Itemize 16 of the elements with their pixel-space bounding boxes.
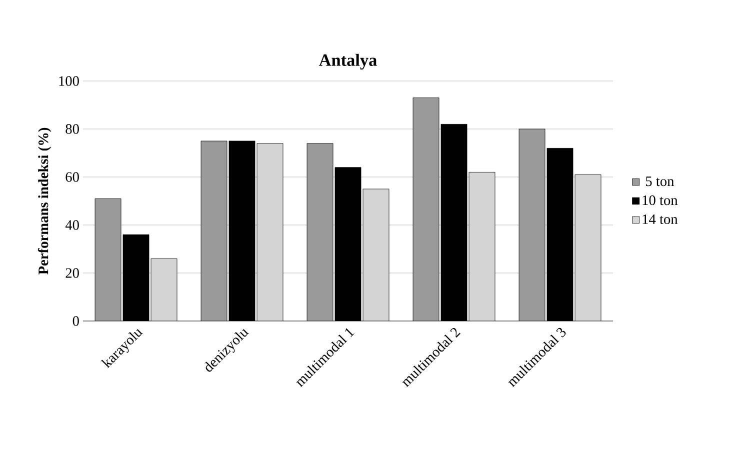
bar [362, 188, 389, 321]
legend-label: 10 ton [642, 195, 678, 206]
chart-title: Antalya [319, 54, 377, 70]
legend-label: 14 ton [642, 214, 678, 224]
y-tick-label: 60 [66, 172, 79, 182]
y-axis-title: Performans indeksi (%) [38, 128, 52, 274]
bar [150, 258, 177, 321]
y-tick-label: 80 [66, 124, 79, 134]
legend-label: 5 ton [646, 176, 674, 186]
y-tick-label: 20 [66, 268, 79, 278]
y-tick-label: 0 [72, 316, 79, 326]
bar [468, 172, 495, 321]
bar [256, 143, 283, 321]
bar [574, 174, 602, 321]
y-tick-label: 100 [59, 76, 79, 86]
y-tick-label: 40 [65, 220, 79, 230]
